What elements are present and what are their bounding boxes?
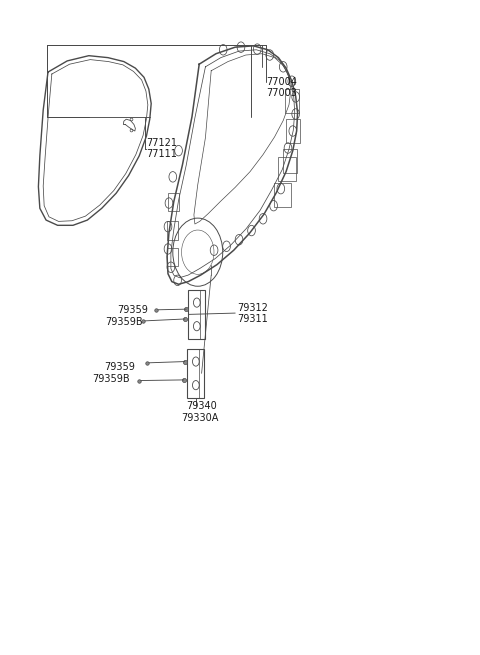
Bar bbox=[167, 221, 178, 240]
Text: 77121: 77121 bbox=[146, 138, 178, 148]
Bar bbox=[285, 89, 299, 113]
Text: 79359: 79359 bbox=[118, 305, 148, 315]
Bar bbox=[188, 290, 205, 339]
Bar bbox=[187, 349, 204, 398]
Bar bbox=[168, 193, 179, 211]
Text: 79312: 79312 bbox=[238, 303, 268, 313]
Text: 79311: 79311 bbox=[238, 314, 268, 324]
Text: 79359: 79359 bbox=[105, 362, 135, 372]
Text: 77004: 77004 bbox=[266, 77, 297, 87]
Text: 77111: 77111 bbox=[146, 149, 177, 159]
Bar bbox=[278, 157, 296, 181]
Text: 79359B: 79359B bbox=[93, 374, 130, 384]
Bar bbox=[167, 248, 178, 266]
Text: 77003: 77003 bbox=[266, 88, 297, 98]
Bar bbox=[286, 119, 300, 143]
Bar bbox=[274, 183, 291, 207]
Text: 79330A: 79330A bbox=[181, 413, 219, 423]
Text: 79340: 79340 bbox=[186, 401, 217, 411]
Text: 79359B: 79359B bbox=[106, 317, 143, 328]
Bar bbox=[283, 149, 297, 173]
